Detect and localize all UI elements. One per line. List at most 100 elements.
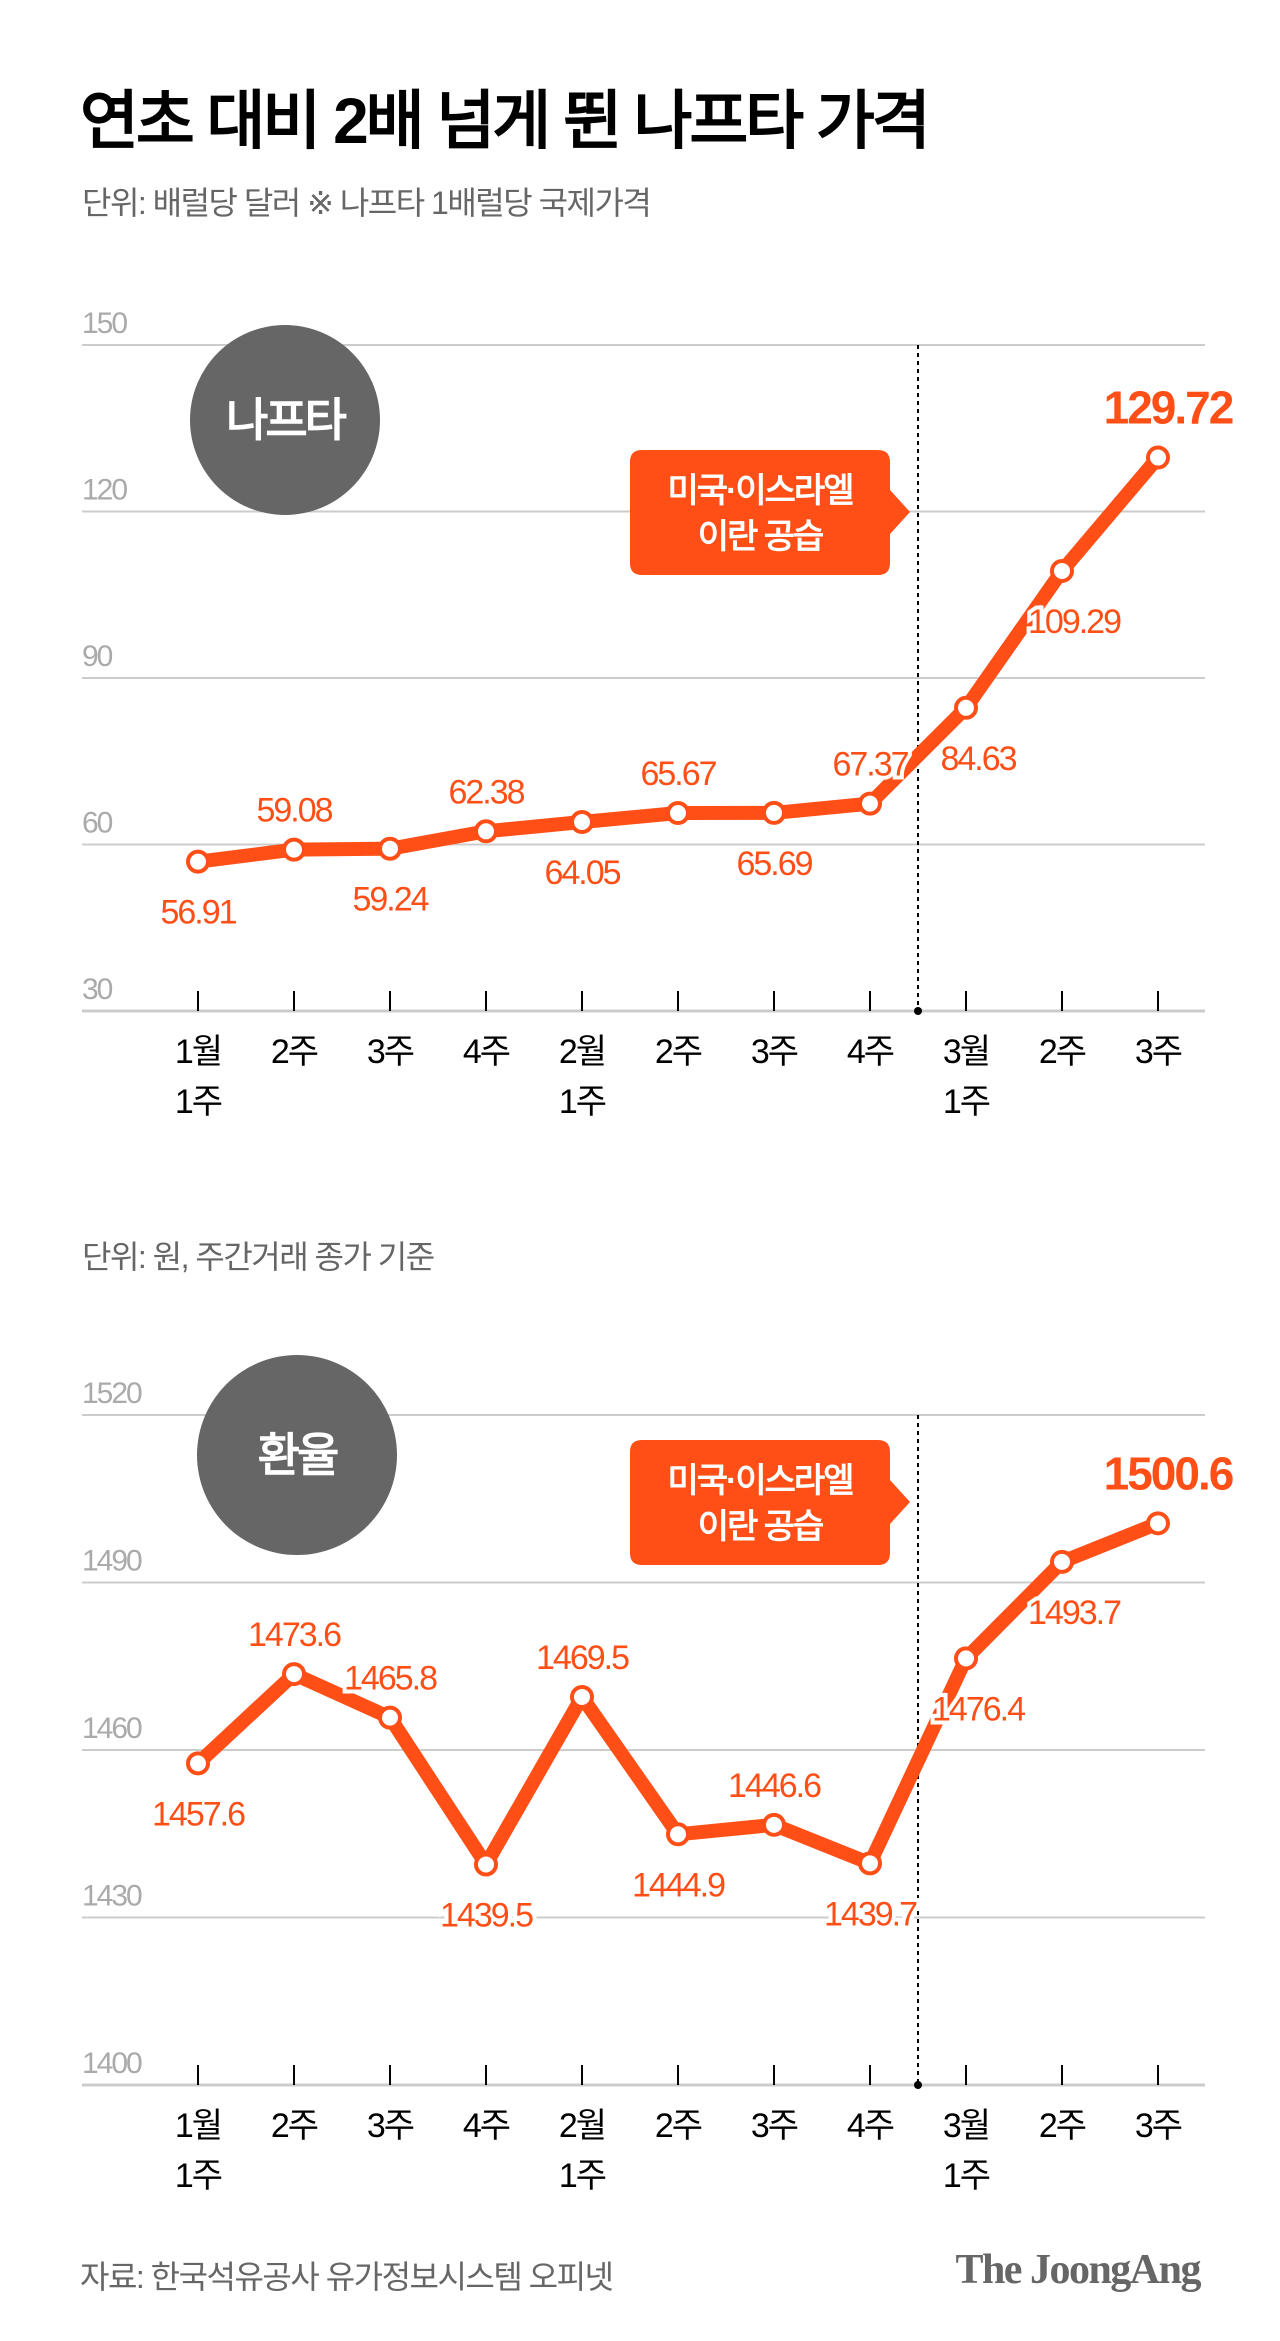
event-callout-text: 미국·이스라엘 (667, 472, 853, 510)
y-tick-label: 60 (82, 807, 113, 840)
x-tick-label: 2주 (655, 1033, 702, 1071)
event-marker-dot (914, 1007, 922, 1015)
x-tick-label: 2주 (655, 2107, 702, 2145)
x-tick-label: 2주 (271, 2107, 318, 2145)
event-callout (630, 1440, 910, 1565)
data-point (954, 1646, 978, 1671)
data-label: 62.38 (448, 773, 524, 811)
x-tick-label: 4주 (847, 1033, 894, 1071)
data-point (1050, 1549, 1074, 1574)
x-tick-label: 1월 (175, 1033, 221, 1071)
x-tick-label: 3주 (751, 2107, 798, 2145)
data-label: 1465.8 (344, 1660, 437, 1698)
data-label: 1473.6 (248, 1616, 341, 1654)
data-label: 59.08 (256, 792, 332, 830)
x-tick-label: 3주 (367, 1033, 414, 1071)
data-label: 67.37 (832, 746, 908, 784)
y-tick-label: 30 (82, 973, 113, 1006)
y-tick-label: 1460 (82, 1712, 142, 1745)
data-point (954, 695, 978, 720)
chart2-subtitle: 단위: 원, 주간거래 종가 기준 (82, 1239, 435, 1275)
y-tick-label: 1520 (82, 1377, 142, 1410)
series-badge (190, 325, 380, 515)
data-label: 1439.7 (824, 1895, 917, 1933)
x-tick-label: 2월 (559, 2107, 605, 2145)
x-tick-label: 2주 (1039, 2107, 1086, 2145)
data-point (1050, 558, 1074, 583)
data-point (378, 836, 402, 861)
x-tick-label: 3주 (1135, 1033, 1182, 1071)
data-label: 109.29 (1028, 603, 1121, 641)
series-badge (197, 1355, 397, 1555)
event-marker-dot (914, 2081, 922, 2089)
data-point (666, 801, 690, 826)
data-label: 65.69 (736, 845, 812, 883)
x-tick-label: 2월 (559, 1033, 605, 1071)
y-tick-label: 1430 (82, 1880, 142, 1913)
x-tick-label: 4주 (847, 2107, 894, 2145)
x-tick-label: 4주 (463, 1033, 510, 1071)
data-point (1146, 445, 1170, 470)
data-label: 56.91 (160, 894, 236, 932)
data-point (474, 819, 498, 844)
x-tick-label: 3주 (751, 1033, 798, 1071)
data-label: 1500.6 (1104, 1447, 1233, 1499)
data-point (186, 1751, 210, 1776)
event-callout (630, 450, 910, 575)
data-point (570, 1684, 594, 1709)
data-point (282, 837, 306, 862)
data-label: 1493.7 (1028, 1594, 1121, 1632)
x-tick-label: 3월 (943, 2107, 989, 2145)
series-badge-label: 환율 (258, 1429, 338, 1481)
chart1-subtitle: 단위: 배럴당 달러 ※ 나프타 1배럴당 국제가격 (82, 185, 652, 221)
data-point (762, 800, 786, 825)
data-label: 64.05 (544, 854, 620, 892)
data-point (858, 1851, 882, 1876)
x-tick-label: 4주 (463, 2107, 510, 2145)
data-label: 129.72 (1104, 382, 1233, 434)
data-point (666, 1822, 690, 1847)
data-point (858, 791, 882, 816)
data-label: 1457.6 (152, 1795, 245, 1833)
data-label: 1476.4 (932, 1690, 1025, 1728)
x-tick-label: 2주 (1039, 1033, 1086, 1071)
x-tick-label: 1주 (559, 2157, 606, 2195)
data-label: 84.63 (940, 740, 1016, 778)
data-label: 1446.6 (728, 1767, 821, 1805)
series-badge-label: 나프타 (226, 394, 347, 446)
event-callout-text: 이란 공습 (698, 1508, 824, 1546)
x-tick-label: 2주 (271, 1033, 318, 1071)
data-point (282, 1662, 306, 1687)
source-note: 자료: 한국석유공사 유가정보시스템 오피넷 (80, 2259, 614, 2295)
y-tick-label: 1400 (82, 2047, 142, 2080)
data-label: 1469.5 (536, 1639, 629, 1677)
x-tick-label: 1월 (175, 2107, 221, 2145)
x-tick-label: 1주 (559, 1083, 606, 1121)
x-tick-label: 3주 (1135, 2107, 1182, 2145)
data-label: 1439.5 (440, 1896, 533, 1934)
data-point (1146, 1511, 1170, 1536)
x-tick-label: 1주 (943, 1083, 990, 1121)
data-label: 59.24 (352, 881, 428, 919)
data-point (474, 1852, 498, 1877)
data-point (570, 810, 594, 835)
y-tick-label: 1490 (82, 1545, 142, 1578)
x-tick-label: 3월 (943, 1033, 989, 1071)
x-tick-label: 1주 (175, 2157, 222, 2195)
event-callout-text: 이란 공습 (698, 518, 824, 556)
data-point (186, 849, 210, 874)
event-callout-text: 미국·이스라엘 (667, 1462, 853, 1500)
data-point (762, 1812, 786, 1837)
page-title: 연초 대비 2배 넘게 뛴 나프타 가격 (80, 85, 931, 157)
y-tick-label: 90 (82, 640, 113, 673)
y-tick-label: 120 (82, 474, 127, 507)
data-label: 1444.9 (632, 1866, 725, 1904)
data-point (378, 1705, 402, 1730)
x-tick-label: 3주 (367, 2107, 414, 2145)
x-tick-label: 1주 (943, 2157, 990, 2195)
y-tick-label: 150 (82, 307, 127, 340)
data-label: 65.67 (640, 755, 716, 793)
